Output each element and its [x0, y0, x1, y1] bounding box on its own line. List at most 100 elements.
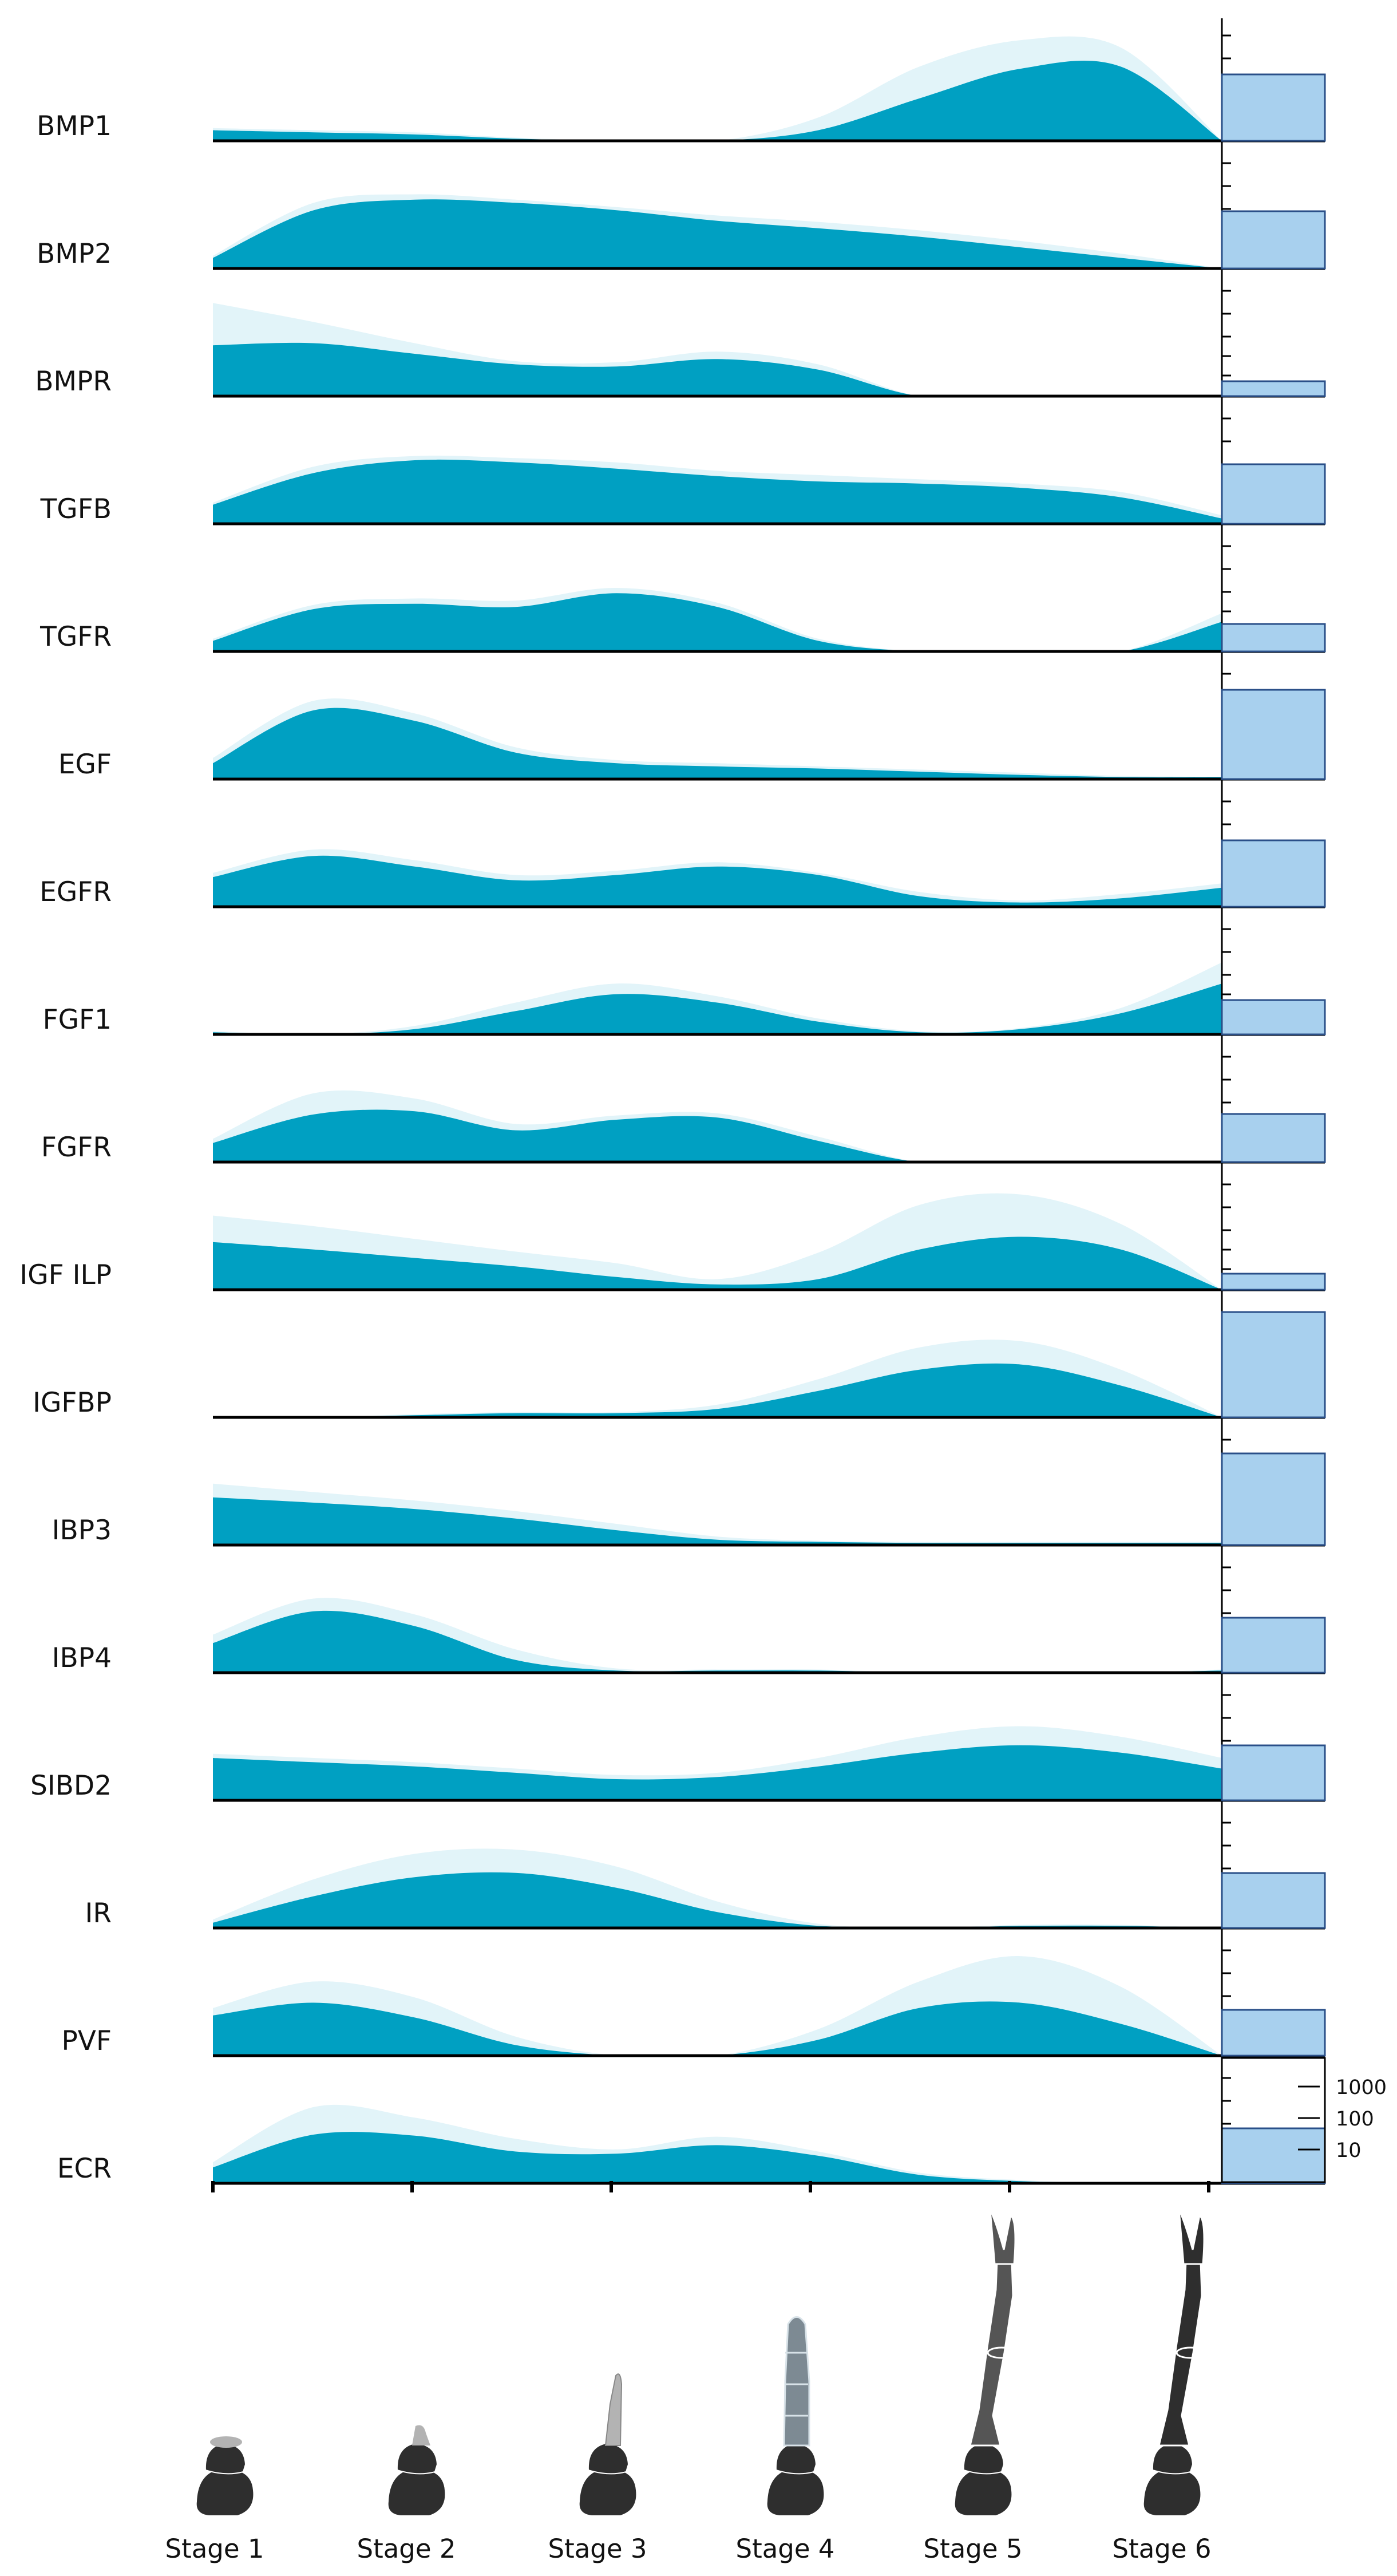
gene-row-tgfr: TGFR — [39, 587, 1325, 653]
expression-bar-bmp1 — [1221, 73, 1326, 142]
limb-coxa — [587, 2442, 630, 2475]
gene-row-ibp3: IBP3 — [52, 1483, 1325, 1547]
expression-bar-ecr — [1221, 2127, 1326, 2184]
dark-area-ir — [213, 1872, 1222, 1928]
gene-row-pvf: PVF — [61, 1956, 1325, 2057]
limb-illustrations — [195, 2209, 1205, 2516]
limb-base — [387, 2467, 446, 2516]
limb-claw — [1178, 2209, 1205, 2265]
expression-bar-pvf — [1221, 2009, 1326, 2057]
dark-area-igf-ilp — [213, 1236, 1222, 1290]
dark-area-egf — [213, 708, 1222, 779]
gene-label-bmp2: BMP2 — [37, 238, 112, 270]
gene-row-bmpr: BMPR — [35, 303, 1325, 398]
limb-joint — [1176, 2346, 1205, 2359]
expression-bar-bmpr — [1221, 380, 1326, 397]
dark-area-ibp3 — [213, 1497, 1222, 1545]
gene-row-ibp4: IBP4 — [52, 1598, 1325, 1674]
gene-label-ecr: ECR — [57, 2153, 112, 2184]
expression-bar-sibd2 — [1221, 1744, 1326, 1801]
expression-bar-egf — [1221, 689, 1326, 780]
dark-area-tgfr — [213, 593, 1222, 651]
scale-label-1000: 1000 — [1336, 2076, 1387, 2099]
expression-bar-fgfr — [1221, 1113, 1326, 1163]
limb-base — [953, 2467, 1013, 2516]
gene-label-egf: EGF — [58, 749, 112, 780]
stage-label-6: Stage 6 — [1113, 2534, 1212, 2564]
limb-coxa — [1151, 2442, 1194, 2475]
dark-area-bmpr — [213, 342, 1222, 396]
limb-coxa — [204, 2442, 247, 2475]
gene-label-igf-ilp: IGF ILP — [19, 1259, 112, 1291]
limb-bud — [210, 2436, 242, 2448]
expression-bar-ir — [1221, 1872, 1326, 1929]
limb-coxa — [963, 2442, 1005, 2475]
gene-row-fgf1: FGF1 — [43, 962, 1325, 1036]
light-area-fgf1 — [213, 962, 1222, 1034]
gene-row-igf-ilp: IGF ILP — [19, 1193, 1325, 1291]
stage-label-1: Stage 1 — [165, 2534, 264, 2564]
gene-label-fgf1: FGF1 — [43, 1004, 112, 1036]
stage-labels: Stage 1 Stage 2 Stage 3 Stage 4 Stage 5 Stage… — [165, 2534, 1212, 2564]
limb-leg — [1158, 2260, 1203, 2447]
scale-label-100: 100 — [1336, 2108, 1374, 2131]
expression-bar-egfr — [1221, 839, 1326, 908]
expression-bar-igfbp — [1221, 1311, 1326, 1419]
limb-stage-6-icon — [1142, 2209, 1205, 2516]
stage-label-4: Stage 4 — [736, 2534, 835, 2564]
limb-coxa — [775, 2442, 817, 2475]
scale-label-10: 10 — [1336, 2139, 1362, 2162]
expression-bar-ibp3 — [1221, 1452, 1326, 1546]
gene-label-egfr: EGFR — [39, 876, 112, 908]
gene-rows: BMP1 BMP2 BMPR TGFB TGFR EGF EGFR FGF1 FGFR IGF I… — [19, 36, 1325, 2185]
bar-column — [1221, 18, 1326, 2184]
dark-area-fgfr — [213, 1109, 1222, 1162]
gene-row-egfr: EGFR — [39, 849, 1325, 908]
limb-base — [195, 2467, 255, 2516]
expression-bar-tgfr — [1221, 623, 1326, 653]
limb-base — [578, 2467, 638, 2516]
limb-coxa — [396, 2442, 438, 2475]
limb-bud — [783, 2316, 810, 2447]
limb-leg — [969, 2260, 1014, 2447]
dark-area-egfr — [213, 855, 1222, 907]
gene-label-tgfb: TGFB — [40, 493, 112, 525]
stage-label-3: Stage 3 — [548, 2534, 647, 2564]
gene-row-tgfb: TGFB — [40, 455, 1325, 526]
gene-row-ecr: ECR — [57, 2104, 1325, 2185]
dark-area-pvf — [213, 2001, 1222, 2056]
scale-legend: 1000 100 10 — [1221, 2057, 1387, 2183]
expression-bar-tgfb — [1221, 463, 1326, 525]
expression-bar-fgf1 — [1221, 999, 1326, 1036]
scale-box — [1221, 2057, 1326, 2183]
expression-bar-igf-ilp — [1221, 1273, 1326, 1291]
gene-label-ir: IR — [85, 1898, 112, 1929]
limb-stage-5-icon — [953, 2209, 1016, 2516]
gene-label-ibp3: IBP3 — [52, 1515, 112, 1546]
limb-base — [1142, 2467, 1202, 2516]
dark-area-ecr — [213, 2132, 1222, 2183]
gene-label-igfbp: IGFBP — [33, 1387, 112, 1419]
gene-label-ibp4: IBP4 — [52, 1642, 112, 1674]
limb-stage-2-icon — [387, 2425, 446, 2516]
gene-row-igfbp: IGFBP — [33, 1340, 1325, 1419]
dark-area-bmp1 — [213, 61, 1222, 141]
dark-area-bmp2 — [213, 199, 1222, 268]
gene-label-tgfr: TGFR — [39, 621, 112, 653]
gene-row-egf: EGF — [58, 698, 1325, 781]
gene-row-ir: IR — [85, 1848, 1325, 1930]
limb-stage-1-icon — [195, 2436, 255, 2516]
dark-area-ibp4 — [213, 1610, 1222, 1673]
dark-area-tgfb — [213, 459, 1222, 524]
stage-axis — [211, 2181, 1210, 2192]
dark-area-igfbp — [213, 1363, 1222, 1417]
dark-area-fgf1 — [213, 983, 1222, 1034]
gene-label-bmpr: BMPR — [35, 366, 112, 397]
limb-bud — [604, 2373, 623, 2446]
stage-label-5: Stage 5 — [924, 2534, 1023, 2564]
expression-bar-ibp4 — [1221, 1617, 1326, 1674]
gene-row-bmp1: BMP1 — [37, 36, 1325, 143]
limb-stage-3-icon — [578, 2373, 638, 2516]
limb-joint — [987, 2346, 1016, 2359]
